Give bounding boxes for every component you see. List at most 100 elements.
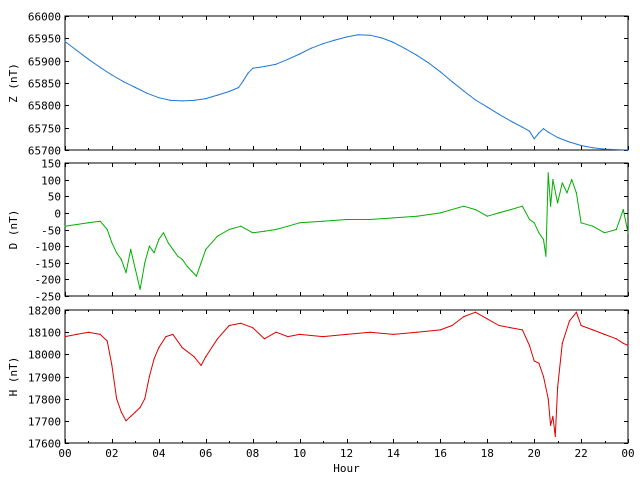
y-tick-label: 65850	[28, 78, 61, 91]
data-point	[521, 205, 524, 207]
x-tick-label: 06	[199, 447, 212, 460]
data-point	[615, 338, 617, 340]
data-point	[64, 225, 66, 227]
data-point	[242, 80, 244, 82]
data-point	[474, 209, 477, 211]
data-point	[538, 132, 540, 134]
series-line-0	[64, 34, 629, 151]
data-point	[554, 435, 556, 437]
data-point	[486, 106, 488, 108]
data-point	[510, 120, 512, 122]
data-point	[533, 222, 535, 224]
data-point	[144, 398, 146, 400]
data-point	[392, 217, 394, 219]
data-point	[528, 218, 531, 221]
data-point	[153, 358, 155, 360]
data-point	[547, 172, 549, 174]
data-point	[557, 387, 559, 389]
data-point	[111, 364, 113, 366]
data-point	[521, 126, 524, 128]
data-point	[125, 272, 127, 274]
data-point	[162, 232, 165, 234]
y-tick-label: 50	[48, 191, 61, 204]
x-tick-label: 20	[528, 447, 541, 460]
data-point	[158, 97, 160, 99]
data-point	[216, 94, 219, 96]
y-tick-label: 18100	[28, 327, 61, 340]
data-point	[76, 333, 78, 335]
data-point	[87, 58, 90, 60]
data-point	[474, 311, 477, 313]
data-point	[172, 248, 174, 250]
data-point	[622, 209, 624, 211]
data-point	[538, 362, 540, 364]
data-point	[111, 242, 113, 244]
panel-frame	[64, 309, 629, 444]
panel-frame	[64, 162, 629, 297]
data-point	[287, 58, 289, 60]
y-tick-label: 17900	[28, 372, 61, 385]
data-point	[193, 356, 195, 358]
data-point	[369, 218, 371, 221]
data-point	[139, 288, 141, 290]
data-point	[627, 232, 629, 234]
data-point	[76, 49, 78, 52]
data-point	[181, 258, 183, 260]
data-point	[76, 223, 78, 226]
x-tick-label: 00	[58, 447, 71, 460]
x-tick-label: 02	[105, 447, 118, 460]
data-point	[510, 209, 512, 211]
data-point	[392, 333, 394, 335]
series-line-0	[64, 172, 629, 290]
data-point	[404, 48, 406, 50]
x-tick-label: 16	[434, 447, 447, 460]
data-point	[498, 113, 500, 115]
data-point	[580, 324, 582, 327]
data-point	[99, 333, 101, 335]
data-point	[486, 215, 488, 217]
data-point	[205, 356, 207, 358]
x-tick-label: 22	[574, 447, 587, 460]
data-point	[193, 99, 195, 101]
y-tick-label: 150	[41, 158, 61, 171]
data-point	[125, 420, 127, 422]
data-point	[99, 220, 101, 222]
data-point	[547, 398, 549, 400]
data-point	[334, 39, 336, 41]
data-point	[144, 262, 146, 264]
data-point	[240, 322, 242, 324]
data-point	[528, 344, 531, 347]
data-point	[252, 67, 254, 69]
data-point	[451, 324, 453, 327]
y-tick-label: 100	[41, 175, 61, 188]
y-tick-label: 65700	[28, 145, 61, 158]
data-point	[134, 268, 136, 270]
data-point	[146, 92, 148, 94]
data-point	[148, 375, 150, 378]
y-tick-label: 17700	[28, 416, 61, 429]
data-point	[542, 238, 545, 241]
y-axis-label: Z (nT)	[7, 63, 20, 103]
data-point	[451, 81, 453, 83]
data-point	[622, 342, 624, 344]
data-point	[64, 336, 66, 338]
data-point	[247, 72, 249, 74]
data-point	[120, 258, 122, 260]
data-point	[252, 232, 254, 234]
chart-panels: 65700 65750 65800 65850 65900 65950 66000 Z (nT…	[7, 11, 635, 476]
data-point	[200, 364, 202, 366]
panel-2: 17600 17700 17800 17900 18000 18100 18200 H (nT…	[7, 305, 635, 476]
data-point	[603, 232, 606, 234]
y-tick-label: 18000	[28, 349, 61, 362]
data-point	[428, 62, 430, 64]
data-point	[542, 375, 545, 378]
data-point	[205, 248, 207, 250]
data-point	[111, 74, 113, 76]
data-point	[603, 148, 606, 150]
data-point	[228, 324, 230, 327]
x-tick-label: 04	[152, 447, 166, 460]
data-point	[552, 415, 554, 417]
data-point	[139, 406, 141, 409]
data-point	[463, 90, 465, 92]
panel-1: -250 -200 -150 -100 -50 0 50 100 150 D (nT)	[7, 158, 629, 304]
